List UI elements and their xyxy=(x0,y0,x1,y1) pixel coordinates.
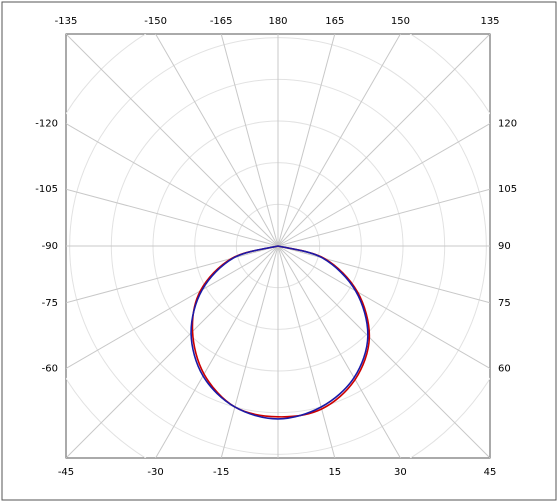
angle-label: 150 xyxy=(391,16,410,27)
angle-label: 15 xyxy=(328,467,341,478)
grid-line xyxy=(277,188,490,247)
grid-line xyxy=(66,245,279,458)
angle-label: -150 xyxy=(144,16,167,27)
grid-line xyxy=(277,245,490,458)
angle-label: 135 xyxy=(480,16,499,27)
angle-label: 120 xyxy=(498,119,517,130)
grid-line xyxy=(66,245,279,304)
grid-line xyxy=(277,34,490,247)
grid-line xyxy=(277,245,490,369)
angle-label: -30 xyxy=(147,467,163,478)
angle-label: -105 xyxy=(35,184,58,195)
grid-line xyxy=(220,245,279,458)
grid-line xyxy=(66,245,279,369)
grid-line xyxy=(155,245,279,458)
grid-line xyxy=(277,245,401,458)
grid-line xyxy=(277,245,336,458)
angle-label: 180 xyxy=(268,16,287,27)
angle-label: 30 xyxy=(394,467,407,478)
angle-label: 165 xyxy=(325,16,344,27)
grid-line xyxy=(66,34,279,247)
angle-label: -45 xyxy=(58,467,74,478)
grid xyxy=(66,34,490,458)
angle-label: -75 xyxy=(42,298,58,309)
angle-label: -165 xyxy=(210,16,233,27)
angle-label: 105 xyxy=(498,184,517,195)
labels: -165 -150 -135 -120 -105 -90 -75 -60 -45 -30 -15 15… xyxy=(35,16,517,478)
angle-label: -90 xyxy=(42,241,58,252)
grid-line xyxy=(277,34,336,247)
angle-label: 90 xyxy=(498,241,511,252)
angle-label: -15 xyxy=(213,467,229,478)
intensity-curve xyxy=(190,245,369,420)
angle-label: -135 xyxy=(55,16,78,27)
grid-line xyxy=(277,245,490,304)
grid-line xyxy=(66,123,279,247)
angle-label: -60 xyxy=(42,363,58,374)
grid-line xyxy=(220,34,279,247)
angle-label: -120 xyxy=(35,119,58,130)
grid-line xyxy=(155,34,279,247)
angle-label: 45 xyxy=(484,467,497,478)
grid-line xyxy=(277,123,490,247)
intensity-curve xyxy=(191,245,371,418)
angle-label: 60 xyxy=(498,363,511,374)
grid-line xyxy=(277,34,401,247)
angle-label: 75 xyxy=(498,298,511,309)
curves xyxy=(190,245,371,420)
grid-line xyxy=(66,188,279,247)
